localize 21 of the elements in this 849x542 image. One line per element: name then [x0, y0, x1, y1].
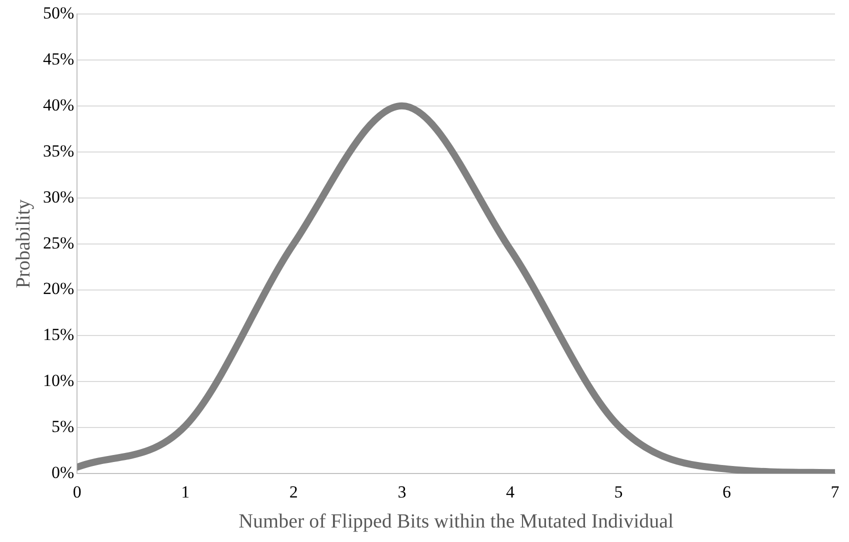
y-tick-label: 15% [42, 325, 74, 344]
x-tick-label: 5 [614, 482, 623, 502]
y-tick-label: 30% [42, 187, 74, 206]
y-tick-label: 40% [42, 95, 74, 114]
x-tick-label: 4 [506, 482, 515, 502]
y-tick-label: 10% [42, 371, 74, 390]
x-tick-label: 3 [398, 482, 406, 502]
y-tick-label: 0% [51, 463, 74, 482]
y-tick-label: 50% [42, 3, 74, 22]
y-axis-title: Probability [12, 199, 34, 288]
y-tick-label: 5% [51, 417, 74, 436]
x-axis-title: Number of Flipped Bits within the Mutated Individual [238, 510, 674, 532]
x-tick-label: 7 [830, 482, 840, 502]
y-tick-label: 45% [42, 49, 74, 68]
x-tick-label: 6 [722, 482, 731, 502]
y-tick-label: 20% [42, 279, 74, 298]
x-tick-label: 2 [289, 482, 298, 502]
x-tick-label: 1 [181, 482, 190, 502]
x-tick-label: 0 [72, 482, 82, 502]
y-tick-label: 25% [42, 233, 74, 252]
y-tick-label: 35% [42, 141, 74, 160]
